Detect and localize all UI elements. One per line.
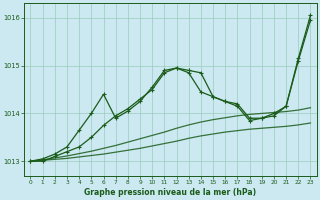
X-axis label: Graphe pression niveau de la mer (hPa): Graphe pression niveau de la mer (hPa) — [84, 188, 257, 197]
